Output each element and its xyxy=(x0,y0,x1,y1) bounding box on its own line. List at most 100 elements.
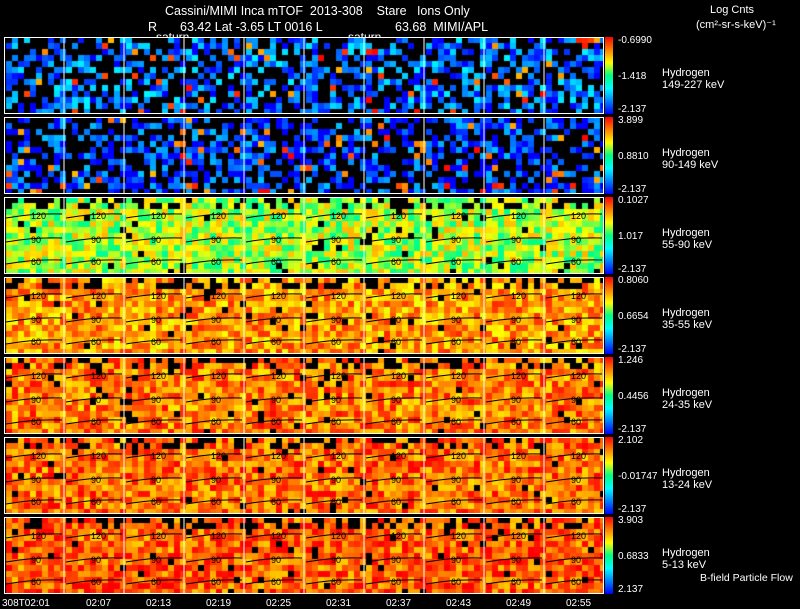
contour-line xyxy=(125,557,183,563)
contour-line xyxy=(65,339,123,345)
contour-line xyxy=(185,293,243,299)
contour-label: 90 xyxy=(31,475,41,485)
contour-label: 60 xyxy=(271,337,281,347)
contour-label: 120 xyxy=(31,291,46,301)
contour-line xyxy=(65,373,123,379)
contour-line xyxy=(65,213,123,219)
contour-label: 60 xyxy=(31,497,41,507)
contour-label: 120 xyxy=(331,291,346,301)
panel-overlay xyxy=(4,117,604,194)
contour-label: 90 xyxy=(391,555,401,565)
contour-line xyxy=(125,213,183,219)
contour-line xyxy=(185,499,243,505)
header-orbit-info: 63.42 Lat -3.65 LT 0016 L xyxy=(180,20,323,34)
contour-label: 90 xyxy=(271,315,281,325)
colorbar-units: (cm²-sr-s-keV)⁻¹ xyxy=(696,19,776,31)
contour-line xyxy=(245,419,303,425)
colorbar-mid-label: 0.8810 xyxy=(618,151,649,162)
contour-label: 90 xyxy=(571,315,581,325)
panel-overlay: 120 120 120 120 120 120 120 120 120 120 90 90 90 90 90… xyxy=(4,437,604,514)
colorbar-mid-label: -1.418 xyxy=(618,71,647,82)
contour-line xyxy=(485,317,543,323)
contour-line xyxy=(125,419,183,425)
contour-line xyxy=(365,397,423,403)
contour-label: 90 xyxy=(151,235,161,245)
contour-label: 90 xyxy=(31,315,41,325)
panel-frame xyxy=(4,117,604,194)
contour-line xyxy=(245,533,303,539)
panel-overlay xyxy=(4,37,604,114)
contour-line xyxy=(125,533,183,539)
contour-label: 60 xyxy=(391,337,401,347)
contour-label: 60 xyxy=(451,577,461,587)
contour-label: 60 xyxy=(151,417,161,427)
header-r-label: R xyxy=(148,20,158,34)
contour-label: 90 xyxy=(211,555,221,565)
contour-line xyxy=(365,317,423,323)
contour-label: 120 xyxy=(271,451,286,461)
spectrogram-panel: 120 120 120 120 120 120 120 120 120 120 90 90 90 90 90… xyxy=(4,197,604,274)
contour-line xyxy=(425,579,483,585)
contour-label: 60 xyxy=(31,257,41,267)
contour-line xyxy=(305,397,363,403)
panel-species-label: Hydrogen 24-35 keV xyxy=(662,387,713,411)
contour-line xyxy=(365,259,423,265)
contour-line xyxy=(365,579,423,585)
contour-label: 120 xyxy=(271,371,286,381)
contour-label: 60 xyxy=(391,257,401,267)
panel-overlay: 120 120 120 120 120 120 120 120 120 120 90 90 90 90 90… xyxy=(4,197,604,274)
colorbar-min-label: -2.137 xyxy=(618,504,647,515)
contour-line xyxy=(185,533,243,539)
contour-line xyxy=(485,373,543,379)
contour-line xyxy=(185,237,243,243)
colorbar-min-label: -2.137 xyxy=(618,184,647,195)
contour-label: 90 xyxy=(451,555,461,565)
contour-label: 60 xyxy=(91,577,101,587)
contour-line xyxy=(365,373,423,379)
contour-label: 90 xyxy=(271,235,281,245)
contour-label: 120 xyxy=(211,531,226,541)
contour-label: 120 xyxy=(511,531,526,541)
contour-line xyxy=(305,339,363,345)
x-tick-label: 02:19 xyxy=(206,598,232,609)
contour-label: 60 xyxy=(331,337,341,347)
contour-line xyxy=(305,499,363,505)
contour-line xyxy=(425,557,483,563)
contour-label: 60 xyxy=(151,497,161,507)
contour-label: 90 xyxy=(331,475,341,485)
contour-line xyxy=(485,453,543,459)
contour-label: 120 xyxy=(211,291,226,301)
contour-line xyxy=(125,397,183,403)
colorbar-max-label: 1.246 xyxy=(618,355,644,366)
contour-line xyxy=(5,499,63,505)
contour-label: 60 xyxy=(91,417,101,427)
colorbar-min-label: -2.137 xyxy=(618,344,647,355)
x-tick-label: 02:25 xyxy=(266,598,292,609)
contour-label: 60 xyxy=(511,257,521,267)
contour-label: 60 xyxy=(451,257,461,267)
contour-line xyxy=(65,477,123,483)
contour-label: 60 xyxy=(511,417,521,427)
contour-label: 120 xyxy=(31,371,46,381)
contour-line xyxy=(185,477,243,483)
contour-label: 120 xyxy=(451,211,466,221)
contour-label: 120 xyxy=(151,371,166,381)
contour-label: 60 xyxy=(331,257,341,267)
contour-line xyxy=(5,373,63,379)
contour-label: 120 xyxy=(391,371,406,381)
contour-line xyxy=(185,557,243,563)
contour-label: 120 xyxy=(211,371,226,381)
contour-line xyxy=(245,259,303,265)
contour-label: 60 xyxy=(91,257,101,267)
panel-frame xyxy=(4,437,604,514)
panel-species-label: Hydrogen 149-227 keV xyxy=(662,67,725,91)
contour-line xyxy=(365,237,423,243)
contour-line xyxy=(545,373,603,379)
contour-line xyxy=(185,453,243,459)
contour-line xyxy=(245,499,303,505)
x-tick-label: 02:49 xyxy=(506,598,532,609)
contour-label: 90 xyxy=(511,475,521,485)
contour-line xyxy=(545,453,603,459)
contour-label: 90 xyxy=(331,555,341,565)
contour-line xyxy=(125,453,183,459)
